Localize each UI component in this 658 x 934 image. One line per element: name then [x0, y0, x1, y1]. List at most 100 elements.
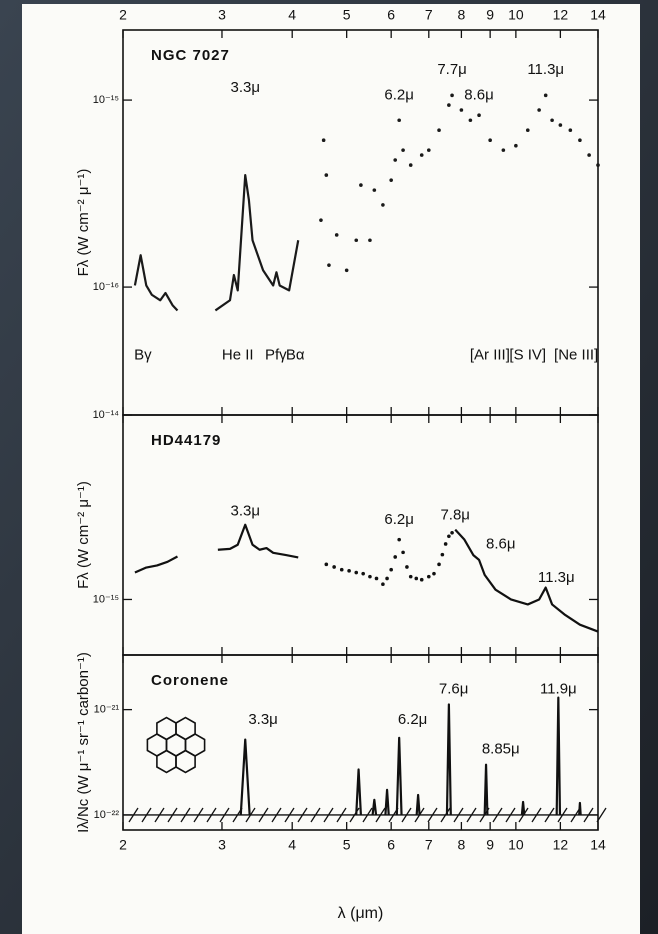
spectrum-point: [397, 118, 401, 123]
spectrum-point: [450, 93, 454, 98]
hatch: [531, 807, 542, 823]
spectrum-point: [368, 574, 372, 579]
panel-title: HD44179: [151, 432, 221, 449]
spectrum-point: [405, 565, 409, 569]
x-tick-label: 5: [343, 837, 351, 853]
spectrum-point: [393, 555, 398, 559]
spectrum-point: [550, 118, 554, 123]
spectrum-point: [543, 93, 548, 98]
spectrum-point: [334, 233, 339, 237]
spectrum-point: [447, 103, 451, 107]
y-tick-label: 10⁻¹⁴: [93, 409, 120, 421]
hatch: [583, 807, 594, 823]
spectrum-point: [558, 123, 563, 127]
x-tick-label: 3: [218, 7, 226, 23]
paper: [22, 4, 640, 934]
spectrum-point: [324, 173, 329, 177]
spectrum-point: [587, 153, 591, 157]
hexagon: [175, 716, 196, 741]
x-tick-label: 14: [590, 7, 606, 23]
spectrum-point: [514, 143, 518, 148]
x-tick-label: 7: [425, 837, 433, 853]
x-axis-label: λ (μm): [338, 905, 384, 922]
spectrum-point: [459, 108, 464, 112]
spectrum-point: [437, 128, 441, 133]
annotation: 11.9μ: [540, 681, 577, 698]
spectrum-point: [344, 268, 349, 273]
annotation: 7.8μ: [440, 507, 470, 524]
hatch: [466, 807, 477, 823]
hatch: [154, 807, 165, 823]
annotation: Bα: [286, 347, 305, 364]
annotation: Bγ: [134, 347, 152, 364]
hatch: [284, 807, 295, 823]
annotation: 6.2μ: [384, 86, 414, 103]
spectrum-point: [468, 118, 473, 123]
hatch: [271, 807, 282, 823]
x-tick-label: 12: [553, 837, 569, 853]
coronene-molecule: [146, 716, 206, 774]
spectrum-point: [419, 577, 424, 582]
spectrum-point: [321, 138, 326, 143]
annotation: 3.3μ: [230, 503, 260, 520]
hatch: [167, 807, 178, 823]
spectrum-point: [414, 576, 419, 581]
y-tick-label: 10⁻¹⁶: [93, 281, 119, 293]
x-tick-label: 12: [553, 7, 569, 23]
spectrum-point: [401, 550, 405, 555]
hatch: [206, 807, 217, 823]
annotation: 3.3μ: [248, 711, 278, 728]
hatch: [310, 807, 321, 823]
spectrum-point: [347, 569, 351, 573]
y-axis-label: Iλ/Nc (W μ⁻¹ sr⁻¹ carbon⁻¹): [75, 652, 92, 833]
spectrum-point: [401, 148, 405, 152]
panel-title: Coronene: [151, 672, 229, 689]
spectrum-point: [525, 128, 530, 133]
spectrum-point: [319, 218, 323, 222]
annotation: 6.2μ: [398, 711, 428, 728]
x-tick-label: 2: [119, 7, 127, 23]
hatch: [505, 807, 516, 823]
y-axis-label: Fλ (W cm⁻² μ⁻¹): [75, 169, 92, 277]
hatch: [440, 807, 451, 823]
hatch: [401, 807, 412, 823]
x-tick-label: 9: [486, 837, 494, 853]
annotation: [S IV]: [509, 347, 546, 364]
spectrum-point: [447, 534, 451, 539]
x-tick-label: 7: [425, 7, 433, 23]
x-tick-label: 14: [590, 837, 606, 853]
annotation: Pfγ: [265, 347, 287, 364]
spectrum-point: [450, 530, 454, 535]
annotation: 6.2μ: [384, 511, 414, 528]
annotation: 3.3μ: [230, 79, 260, 96]
spectrum-point: [385, 576, 389, 581]
spectrum-point: [393, 158, 398, 162]
spectrum-point: [419, 153, 424, 157]
hatch: [375, 807, 386, 823]
annotation: 7.7μ: [437, 61, 467, 78]
spectrum-point: [488, 138, 492, 143]
x-tick-label: 2: [119, 837, 127, 853]
hatch: [297, 807, 308, 823]
x-tick-label: 4: [288, 7, 296, 23]
hatch: [557, 807, 568, 823]
annotation: 8.6μ: [464, 86, 494, 103]
hatch: [245, 807, 256, 823]
spectrum-point: [427, 574, 431, 579]
hatch: [180, 807, 191, 823]
hatch: [128, 807, 139, 823]
spectrum-point: [537, 108, 541, 112]
x-tick-label: 4: [288, 837, 296, 853]
y-tick-label: 10⁻²²: [94, 809, 120, 821]
spectrum-line: [133, 174, 300, 312]
x-tick-label: 10: [508, 7, 524, 23]
hatch: [362, 807, 373, 823]
hatch: [492, 807, 503, 823]
spectrum-point: [361, 571, 365, 576]
hatch: [453, 807, 464, 823]
y-tick-label: 10⁻¹⁵: [93, 94, 119, 106]
annotation: 8.6μ: [486, 536, 516, 553]
spectrum-point: [372, 188, 377, 192]
spectrum-point: [501, 148, 506, 152]
spectrum-point: [381, 203, 385, 207]
